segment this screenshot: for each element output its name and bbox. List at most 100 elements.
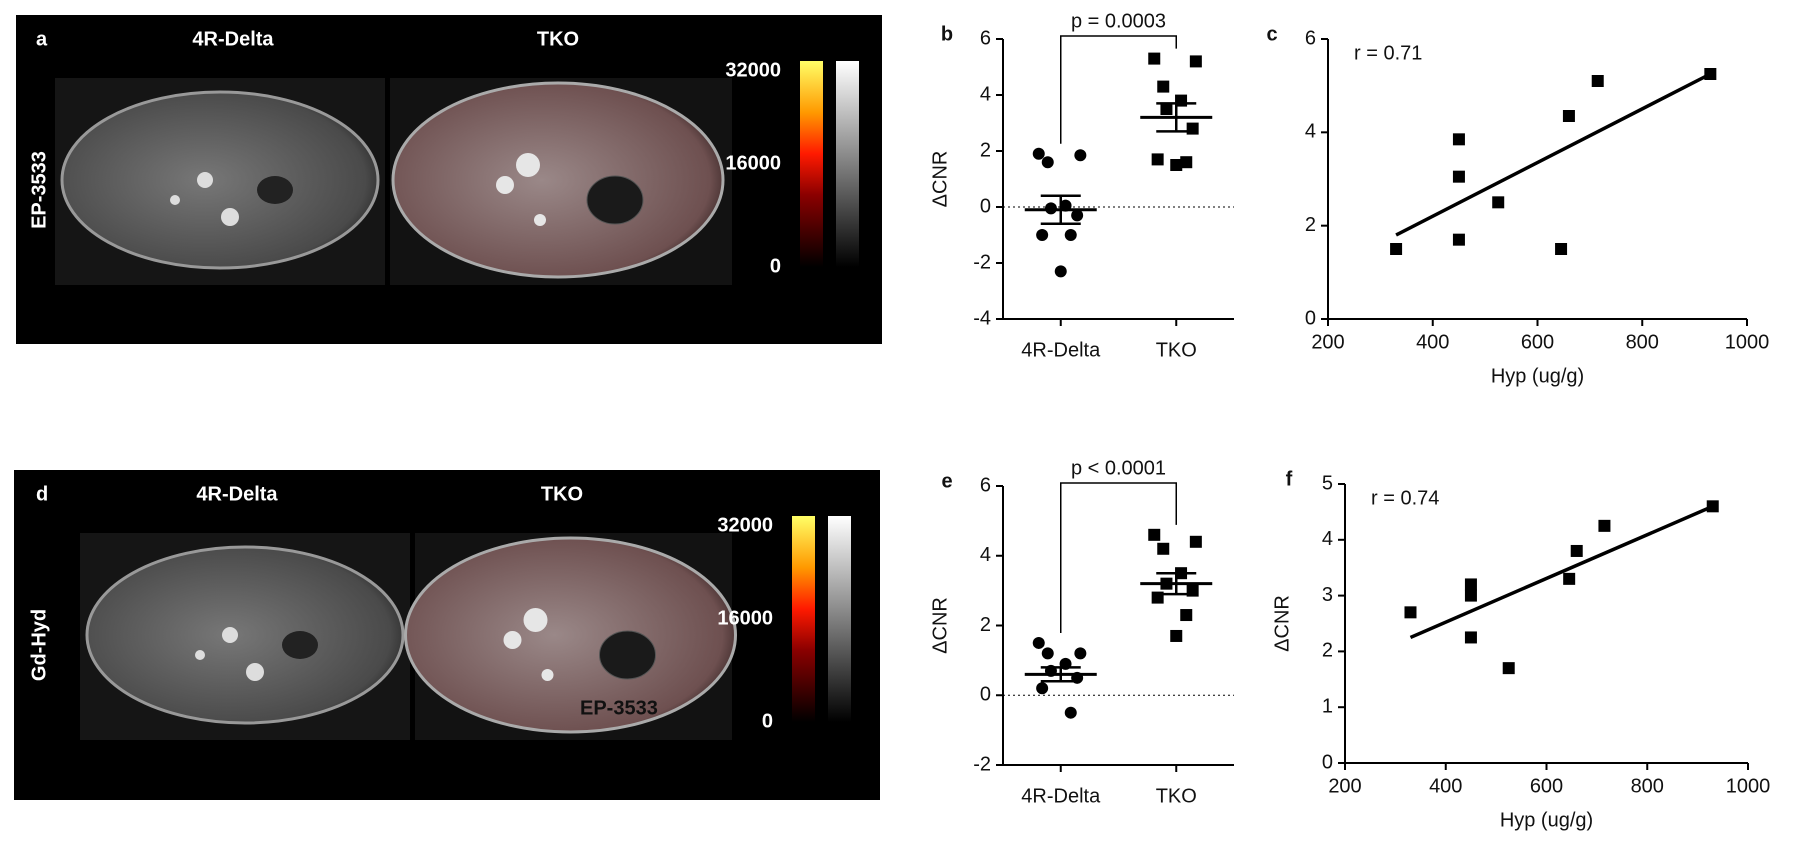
liver-slice [60, 90, 380, 270]
colorbar-tick-label: 0 [762, 710, 773, 732]
stomach [599, 630, 656, 680]
vessel [246, 663, 264, 681]
data-point [1041, 156, 1054, 169]
data-point [1570, 544, 1583, 557]
data-point [1452, 133, 1465, 146]
data-point [1186, 122, 1199, 135]
liver-slice [404, 536, 737, 734]
x-tick-label: 1000 [1726, 775, 1771, 797]
vessel [534, 214, 546, 226]
data-point [1151, 153, 1164, 166]
colorbar [828, 516, 851, 722]
data-point [1064, 229, 1077, 241]
liver-slice [85, 545, 405, 725]
colorbar-tick-label: 16000 [725, 152, 781, 174]
colorbar-tick-label: 0 [770, 255, 781, 277]
fit-line [1395, 72, 1712, 237]
vessel [197, 172, 213, 188]
panel-label: b [941, 23, 953, 45]
data-point [1032, 147, 1045, 160]
colorbar-tick-label: 16000 [717, 607, 773, 629]
data-point [1032, 636, 1045, 649]
stomach [282, 631, 318, 659]
data-point [1390, 243, 1403, 255]
data-point [1704, 68, 1717, 80]
panel-label: e [941, 470, 952, 492]
stomach [586, 175, 644, 225]
data-point [1180, 156, 1193, 169]
y-tick-label: 0 [1322, 751, 1333, 773]
x-axis-label: Hyp (ug/g) [1491, 365, 1584, 387]
y-tick-label: 6 [980, 474, 991, 496]
vessel [195, 650, 205, 660]
y-tick-label: 0 [980, 195, 991, 217]
vessel [516, 153, 540, 177]
y-tick-label: 5 [1322, 472, 1333, 494]
colorbar-tick-label: 32000 [725, 59, 781, 81]
data-point [1492, 196, 1505, 209]
colorbar [800, 61, 823, 267]
data-point [1157, 80, 1170, 93]
colorbar [792, 516, 815, 722]
x-tick-label: 200 [1311, 331, 1344, 353]
y-tick-label: 6 [1305, 27, 1316, 49]
vessel [496, 176, 514, 194]
y-tick-label: 0 [980, 684, 991, 706]
x-tick-label: 4R-Delta [1021, 339, 1101, 361]
data-point [1452, 233, 1465, 246]
y-tick-label: 4 [980, 83, 991, 105]
data-point [1598, 519, 1611, 532]
x-tick-label: 200 [1328, 775, 1361, 797]
x-tick-label: 4R-Delta [1021, 785, 1101, 807]
error-bar [1156, 571, 1197, 596]
data-point [1464, 589, 1477, 602]
x-tick-label: 600 [1521, 331, 1554, 353]
x-tick-label: 600 [1530, 775, 1563, 797]
data-point [1071, 209, 1084, 222]
panel-label: d [36, 483, 48, 505]
y-tick-label: 2 [980, 614, 991, 636]
fit-line [1409, 504, 1714, 640]
data-point [1452, 170, 1465, 183]
data-point [1563, 572, 1576, 585]
y-tick-label: 6 [980, 27, 991, 49]
image-header: 4R-Delta [196, 483, 278, 505]
data-point [1074, 647, 1087, 660]
image-header: TKO [537, 28, 579, 50]
liver-slice [391, 81, 725, 279]
y-axis-label: ΔCNR [929, 151, 951, 208]
y-tick-label: 2 [1305, 214, 1316, 236]
stomach [257, 176, 293, 204]
error-bar [1156, 102, 1197, 133]
data-point [1074, 149, 1087, 162]
side-label: EP-3533 [28, 151, 50, 229]
data-point [1502, 662, 1515, 675]
data-point [1706, 500, 1719, 513]
colorbar-tick-label: 32000 [717, 514, 773, 536]
error-bar [1040, 666, 1081, 683]
y-tick-label: 0 [1305, 307, 1316, 329]
data-point [1562, 110, 1575, 122]
data-point [1064, 706, 1077, 719]
data-point [1189, 535, 1202, 548]
x-tick-label: 1000 [1725, 331, 1770, 353]
y-tick-label: 4 [1305, 121, 1316, 143]
data-point [1148, 52, 1161, 65]
correlation: r = 0.71 [1354, 42, 1422, 64]
p-value: p < 0.0001 [1071, 457, 1166, 479]
correlation: r = 0.74 [1371, 487, 1439, 509]
data-point [1464, 631, 1477, 644]
vessel [222, 627, 238, 643]
y-tick-label: -2 [973, 251, 991, 273]
data-point [1054, 265, 1067, 278]
data-point [1148, 528, 1161, 541]
x-tick-label: 400 [1429, 775, 1462, 797]
colorbar [836, 61, 859, 267]
x-tick-label: 400 [1416, 331, 1449, 353]
image-header: 4R-Delta [192, 28, 274, 50]
y-axis-label: ΔCNR [1271, 595, 1293, 652]
data-point [1170, 159, 1183, 171]
x-tick-label: TKO [1156, 785, 1197, 807]
data-point [1036, 229, 1049, 241]
